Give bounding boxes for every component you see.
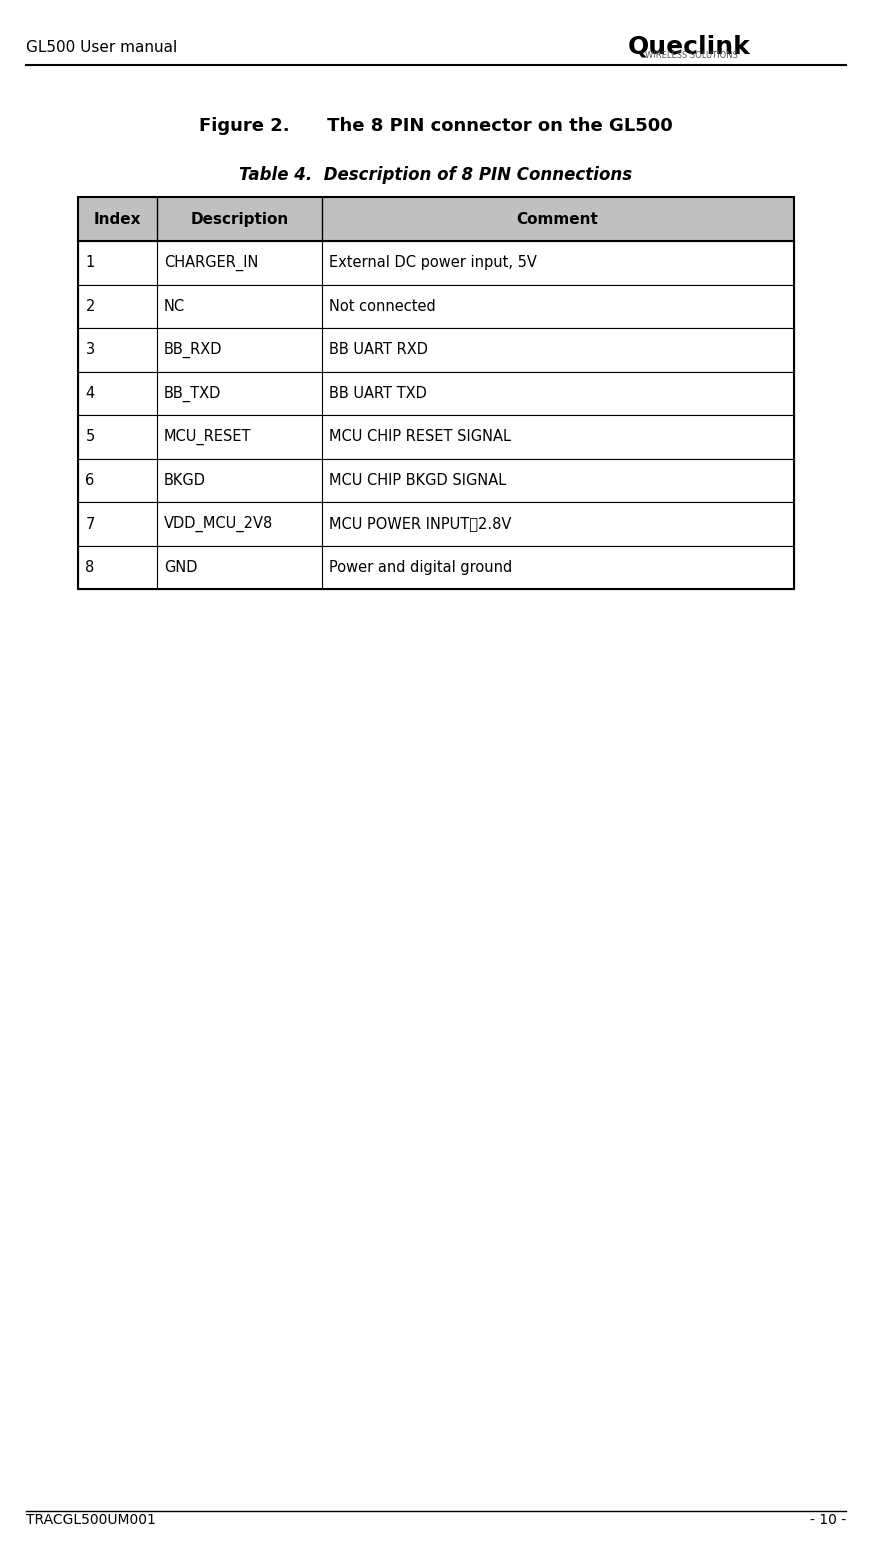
Text: BB_TXD: BB_TXD <box>164 386 221 401</box>
Text: BB_RXD: BB_RXD <box>164 342 222 358</box>
Text: 2: 2 <box>85 299 95 314</box>
Text: VDD_MCU_2V8: VDD_MCU_2V8 <box>164 516 273 532</box>
Text: TRACGL500UM001: TRACGL500UM001 <box>26 1513 156 1527</box>
Text: GND: GND <box>164 560 198 575</box>
Text: 7: 7 <box>85 516 95 532</box>
Text: - 10 -: - 10 - <box>810 1513 846 1527</box>
Text: 1: 1 <box>85 255 95 271</box>
Text: Queclink: Queclink <box>628 34 751 58</box>
Text: Index: Index <box>94 211 141 227</box>
Text: GL500 User manual: GL500 User manual <box>26 40 177 56</box>
Text: BKGD: BKGD <box>164 473 206 488</box>
Text: NC: NC <box>164 299 185 314</box>
Text: MCU_RESET: MCU_RESET <box>164 429 252 445</box>
Text: Table 4.  Description of 8 PIN Connections: Table 4. Description of 8 PIN Connection… <box>240 166 632 185</box>
Text: Not connected: Not connected <box>329 299 435 314</box>
Text: 5: 5 <box>85 429 95 445</box>
Text: Description: Description <box>190 211 289 227</box>
Text: 8: 8 <box>85 560 95 575</box>
Text: BB UART RXD: BB UART RXD <box>329 342 427 358</box>
Text: MCU CHIP BKGD SIGNAL: MCU CHIP BKGD SIGNAL <box>329 473 506 488</box>
Text: Power and digital ground: Power and digital ground <box>329 560 512 575</box>
Text: 6: 6 <box>85 473 95 488</box>
Text: MCU POWER INPUT，2.8V: MCU POWER INPUT，2.8V <box>329 516 511 532</box>
Text: WIRELESS SOLUTIONS: WIRELESS SOLUTIONS <box>645 51 739 61</box>
Text: Comment: Comment <box>516 211 598 227</box>
Text: MCU CHIP RESET SIGNAL: MCU CHIP RESET SIGNAL <box>329 429 511 445</box>
Text: External DC power input, 5V: External DC power input, 5V <box>329 255 536 271</box>
Text: 3: 3 <box>85 342 94 358</box>
Text: Figure 2.      The 8 PIN connector on the GL500: Figure 2. The 8 PIN connector on the GL5… <box>199 117 673 135</box>
Text: 4: 4 <box>85 386 95 401</box>
Text: CHARGER_IN: CHARGER_IN <box>164 255 258 271</box>
Text: BB UART TXD: BB UART TXD <box>329 386 426 401</box>
